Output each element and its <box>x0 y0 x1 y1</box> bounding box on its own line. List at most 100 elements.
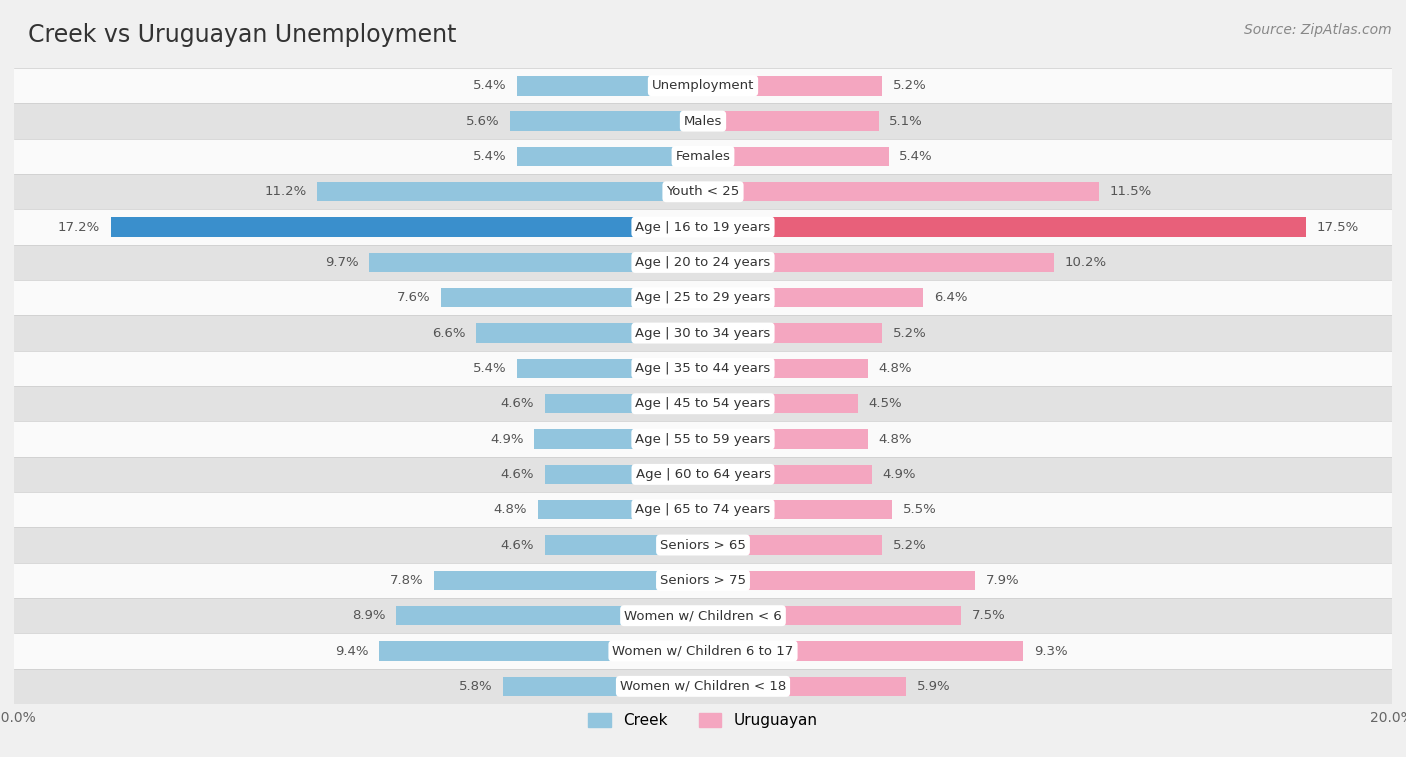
Text: Unemployment: Unemployment <box>652 79 754 92</box>
Bar <box>703 288 924 307</box>
Bar <box>14 210 1392 245</box>
Bar <box>111 217 703 237</box>
Bar <box>380 641 703 661</box>
Bar <box>703 677 907 696</box>
Legend: Creek, Uruguayan: Creek, Uruguayan <box>582 707 824 734</box>
Text: 5.4%: 5.4% <box>900 150 934 163</box>
Text: 6.6%: 6.6% <box>432 326 465 340</box>
Text: Females: Females <box>675 150 731 163</box>
Text: Women w/ Children 6 to 17: Women w/ Children 6 to 17 <box>613 644 793 658</box>
Text: 7.8%: 7.8% <box>391 574 425 587</box>
Bar <box>318 182 703 201</box>
Text: 7.9%: 7.9% <box>986 574 1019 587</box>
Text: 4.6%: 4.6% <box>501 538 534 552</box>
Text: 7.6%: 7.6% <box>398 291 430 304</box>
Bar <box>503 677 703 696</box>
Text: 5.4%: 5.4% <box>472 362 506 375</box>
Bar <box>703 500 893 519</box>
Text: 4.8%: 4.8% <box>879 362 912 375</box>
Bar <box>14 350 1392 386</box>
Bar <box>14 174 1392 210</box>
Bar <box>14 562 1392 598</box>
Bar <box>434 571 703 590</box>
Text: 9.3%: 9.3% <box>1033 644 1067 658</box>
Bar <box>14 492 1392 528</box>
Bar <box>510 111 703 131</box>
Bar <box>14 68 1392 104</box>
Bar <box>537 500 703 519</box>
Bar <box>475 323 703 343</box>
Text: 8.9%: 8.9% <box>353 609 387 622</box>
Text: 4.8%: 4.8% <box>879 432 912 446</box>
Bar <box>14 139 1392 174</box>
Text: 10.2%: 10.2% <box>1064 256 1107 269</box>
Text: 5.5%: 5.5% <box>903 503 936 516</box>
Bar <box>703 111 879 131</box>
Text: Seniors > 65: Seniors > 65 <box>659 538 747 552</box>
Bar <box>703 217 1306 237</box>
Bar <box>703 429 869 449</box>
Text: Age | 30 to 34 years: Age | 30 to 34 years <box>636 326 770 340</box>
Text: 11.2%: 11.2% <box>264 185 307 198</box>
Bar <box>703 465 872 484</box>
Text: 5.2%: 5.2% <box>893 79 927 92</box>
Bar <box>517 147 703 166</box>
Bar <box>703 394 858 413</box>
Text: 4.5%: 4.5% <box>869 397 903 410</box>
Bar <box>703 253 1054 272</box>
Bar <box>14 634 1392 668</box>
Bar <box>544 535 703 555</box>
Bar <box>14 528 1392 562</box>
Bar <box>14 316 1392 350</box>
Bar <box>703 641 1024 661</box>
Text: 5.4%: 5.4% <box>472 150 506 163</box>
Text: Age | 60 to 64 years: Age | 60 to 64 years <box>636 468 770 481</box>
Bar <box>368 253 703 272</box>
Text: Age | 16 to 19 years: Age | 16 to 19 years <box>636 220 770 234</box>
Bar <box>14 598 1392 634</box>
Text: 4.8%: 4.8% <box>494 503 527 516</box>
Bar <box>14 456 1392 492</box>
Bar <box>703 606 962 625</box>
Bar <box>441 288 703 307</box>
Bar <box>703 147 889 166</box>
Text: Source: ZipAtlas.com: Source: ZipAtlas.com <box>1244 23 1392 36</box>
Text: 5.4%: 5.4% <box>472 79 506 92</box>
Bar <box>14 280 1392 316</box>
Text: 7.5%: 7.5% <box>972 609 1005 622</box>
Text: 17.2%: 17.2% <box>58 220 100 234</box>
Text: 17.5%: 17.5% <box>1316 220 1358 234</box>
Text: 5.9%: 5.9% <box>917 680 950 693</box>
Text: 4.9%: 4.9% <box>882 468 915 481</box>
Bar <box>544 394 703 413</box>
Text: 4.6%: 4.6% <box>501 468 534 481</box>
Text: Age | 25 to 29 years: Age | 25 to 29 years <box>636 291 770 304</box>
Bar <box>544 465 703 484</box>
Bar <box>703 571 976 590</box>
Text: Age | 35 to 44 years: Age | 35 to 44 years <box>636 362 770 375</box>
Text: Males: Males <box>683 114 723 128</box>
Bar <box>14 245 1392 280</box>
Bar <box>396 606 703 625</box>
Text: 6.4%: 6.4% <box>934 291 967 304</box>
Text: Age | 65 to 74 years: Age | 65 to 74 years <box>636 503 770 516</box>
Bar <box>14 668 1392 704</box>
Text: 11.5%: 11.5% <box>1109 185 1152 198</box>
Text: 5.1%: 5.1% <box>889 114 922 128</box>
Bar <box>14 422 1392 456</box>
Text: Women w/ Children < 18: Women w/ Children < 18 <box>620 680 786 693</box>
Text: 5.2%: 5.2% <box>893 538 927 552</box>
Text: 9.7%: 9.7% <box>325 256 359 269</box>
Bar <box>703 359 869 378</box>
Text: 5.6%: 5.6% <box>467 114 499 128</box>
Text: 5.8%: 5.8% <box>460 680 494 693</box>
Text: Youth < 25: Youth < 25 <box>666 185 740 198</box>
Text: 4.9%: 4.9% <box>491 432 524 446</box>
Text: Age | 45 to 54 years: Age | 45 to 54 years <box>636 397 770 410</box>
Bar <box>703 76 882 95</box>
Text: 5.2%: 5.2% <box>893 326 927 340</box>
Bar <box>534 429 703 449</box>
Bar <box>517 76 703 95</box>
Bar <box>703 535 882 555</box>
Bar <box>703 182 1099 201</box>
